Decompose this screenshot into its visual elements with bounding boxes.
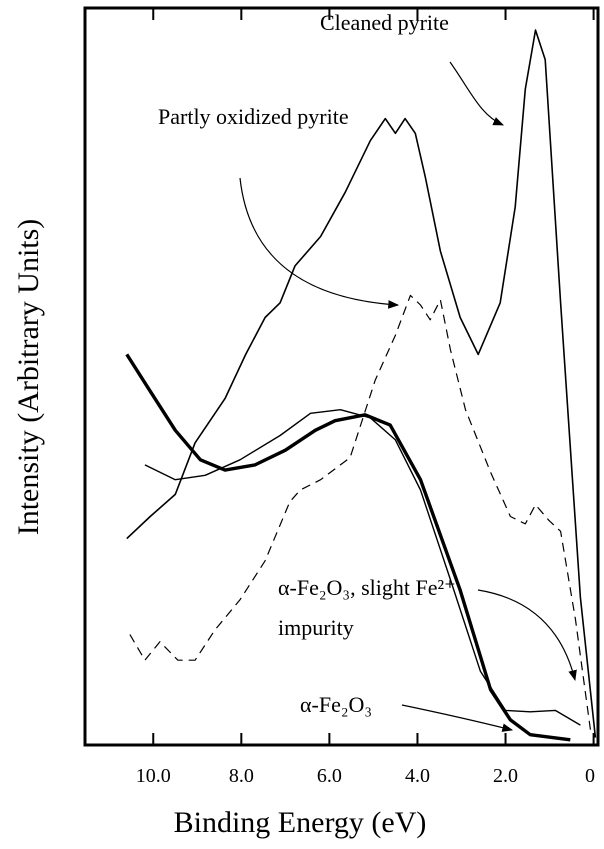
arrow [449, 61, 504, 126]
arrow [239, 177, 400, 309]
series-line [129, 294, 592, 731]
series-line [125, 353, 571, 742]
series-label: Cleaned pyrite [320, 10, 449, 35]
plot-frame [83, 6, 600, 747]
x-tick-label: 10.0 [136, 765, 171, 787]
series-label: α-Fe₂O₃ [300, 692, 373, 717]
arrow [401, 704, 514, 732]
y-axis-label: Intensity (Arbitrary Units) [12, 219, 45, 536]
x-axis-label: Binding Energy (eV) [174, 806, 427, 839]
series-label: α-Fe₂O₃, slight Fe²⁺ impurity [278, 575, 456, 640]
arrow [477, 589, 577, 682]
series-label: Partly oxidized pyrite [158, 104, 349, 129]
x-tick-label: 6.0 [317, 765, 342, 787]
x-tick-label: 4.0 [405, 765, 430, 787]
x-tick-label: 8.0 [229, 765, 254, 787]
series-line [126, 29, 597, 738]
x-tick-label: 0 [585, 765, 595, 787]
x-tick-label: 2.0 [493, 765, 518, 787]
